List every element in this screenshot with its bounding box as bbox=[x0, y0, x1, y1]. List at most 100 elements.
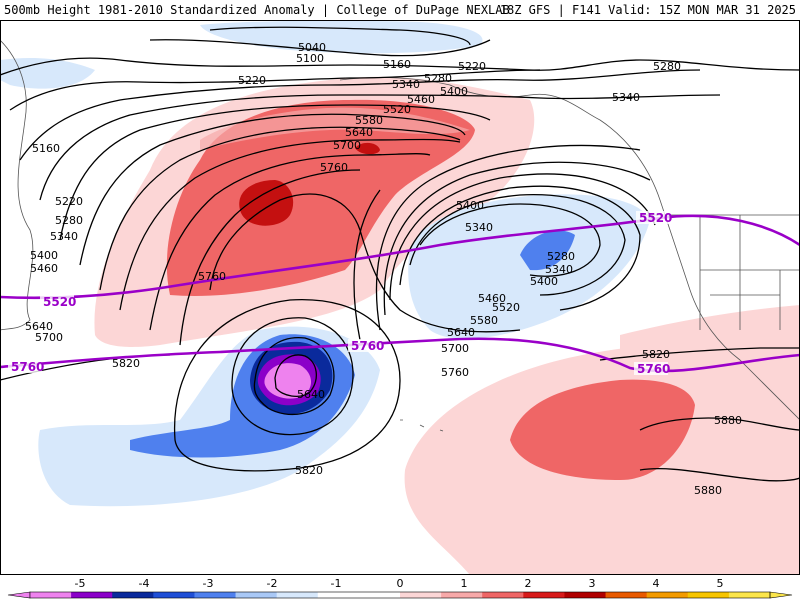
positive-anomaly-2sd bbox=[166, 99, 476, 296]
label-5820-b: 5820 bbox=[295, 464, 323, 477]
legend-swatch bbox=[728, 592, 771, 598]
legend-tick-label: -4 bbox=[139, 577, 150, 590]
label-5400-d: 5400 bbox=[530, 275, 558, 288]
legend-swatch bbox=[482, 592, 524, 598]
positive-anomaly-pacific-nw bbox=[620, 305, 800, 355]
height-contour-5880-east-lower bbox=[639, 468, 800, 482]
height-contour-5640 bbox=[149, 153, 431, 331]
label-5220-c: 5220 bbox=[55, 195, 83, 208]
contour-labels: 5040 5100 5160 5160 5220 5220 5220 5280 … bbox=[25, 41, 742, 497]
label-5880-b: 5880 bbox=[694, 484, 722, 497]
height-contour-east-5400 bbox=[409, 194, 626, 296]
legend-swatch bbox=[564, 592, 607, 598]
asia-coastline bbox=[0, 39, 34, 331]
negative-anomaly-northwest bbox=[0, 58, 95, 89]
us-state-borders bbox=[699, 215, 800, 330]
legend-swatch bbox=[400, 592, 442, 598]
label-5160-a: 5160 bbox=[383, 58, 411, 71]
north-america-coastline bbox=[659, 199, 800, 421]
label-5340-c: 5340 bbox=[50, 230, 78, 243]
height-contour-east-5700 bbox=[353, 189, 381, 341]
thickness-labels: 5520 5520 5760 5760 5760 bbox=[8, 211, 672, 376]
legend-tick-label: 5 bbox=[717, 577, 724, 590]
legend-swatch bbox=[71, 592, 113, 598]
height-contour-center-5760 bbox=[209, 193, 521, 333]
label-5880-a: 5880 bbox=[714, 414, 742, 427]
map-panel: 5040 5100 5160 5160 5220 5220 5220 5280 … bbox=[0, 20, 800, 575]
legend-swatch bbox=[687, 592, 730, 598]
label-5520-a: 5520 bbox=[383, 103, 411, 116]
label-5400-b: 5400 bbox=[30, 249, 58, 262]
height-contour-5340 bbox=[39, 94, 721, 201]
label-5220-b: 5220 bbox=[458, 60, 486, 73]
legend-tick-label: 2 bbox=[525, 577, 532, 590]
height-contour-low-5820 bbox=[173, 299, 401, 472]
height-contour-5520 bbox=[99, 126, 461, 291]
legend-swatch bbox=[276, 592, 319, 598]
label-5520-b: 5520 bbox=[492, 301, 520, 314]
label-5220-a: 5220 bbox=[238, 74, 266, 87]
label-5700-a: 5700 bbox=[333, 139, 361, 152]
height-contour-5400 bbox=[59, 104, 491, 241]
legend-swatch bbox=[441, 592, 483, 598]
height-contour-5100 bbox=[149, 39, 491, 57]
label-5640-d: 5640 bbox=[297, 388, 325, 401]
legend-swatch bbox=[523, 592, 565, 598]
height-contour-5580 bbox=[119, 138, 461, 311]
label-5160-b: 5160 bbox=[32, 142, 60, 155]
height-contour-east-5340 bbox=[419, 203, 601, 277]
legend-tick-label: 3 bbox=[589, 577, 596, 590]
label-5280-a: 5280 bbox=[424, 72, 452, 85]
height-contour-5040 bbox=[209, 26, 471, 46]
height-contour-5700 bbox=[179, 169, 361, 346]
legend-tick-label: 4 bbox=[653, 577, 660, 590]
negative-anomaly-center-2sd bbox=[520, 230, 575, 271]
legend-bar bbox=[7, 591, 793, 599]
label-5640-b: 5640 bbox=[25, 320, 53, 333]
label-5400-c: 5400 bbox=[456, 199, 484, 212]
legend-tick-label: 1 bbox=[461, 577, 468, 590]
map-header: 500mb Height 1981-2010 Standardized Anom… bbox=[0, 0, 800, 20]
negative-anomaly-north bbox=[200, 20, 483, 54]
legend-tick-label: -5 bbox=[75, 577, 86, 590]
height-contour-5160 bbox=[0, 57, 800, 76]
label-5760-a: 5760 bbox=[320, 161, 348, 174]
height-contours bbox=[0, 26, 800, 482]
thickness-line-5760 bbox=[0, 337, 800, 373]
thickness-label-5760-c: 5760 bbox=[637, 362, 670, 376]
legend-swatch bbox=[358, 592, 401, 598]
label-5460-b: 5460 bbox=[30, 262, 58, 275]
height-contour-5220 bbox=[9, 69, 541, 111]
legend-swatch bbox=[153, 592, 195, 598]
height-contour-5280 bbox=[19, 69, 701, 161]
label-5400-a: 5400 bbox=[440, 85, 468, 98]
positive-anomaly-3sd bbox=[239, 180, 294, 226]
geography bbox=[0, 39, 800, 432]
model-run-info: 18Z GFS | F141 Valid: 15Z MON MAR 31 202… bbox=[499, 3, 796, 17]
islands-hawaii bbox=[400, 419, 444, 432]
legend-tick-label: -2 bbox=[267, 577, 278, 590]
label-5340-e: 5340 bbox=[545, 263, 573, 276]
legend-swatch bbox=[235, 592, 278, 598]
height-contour-east-5640 bbox=[375, 144, 641, 331]
alaska-coastline bbox=[339, 77, 661, 201]
legend-tick-label: 0 bbox=[397, 577, 404, 590]
positive-anomaly-east-2sd bbox=[510, 379, 695, 480]
legend-tick-label: -3 bbox=[203, 577, 214, 590]
thickness-line-5520 bbox=[0, 214, 800, 300]
label-5700-b: 5700 bbox=[35, 331, 63, 344]
label-5040: 5040 bbox=[298, 41, 326, 54]
label-5760-c: 5760 bbox=[441, 366, 469, 379]
label-5580-a: 5580 bbox=[355, 114, 383, 127]
label-5280-c: 5280 bbox=[55, 214, 83, 227]
positive-anomaly-3sd-small bbox=[355, 142, 380, 155]
label-5340-a: 5340 bbox=[392, 78, 420, 91]
legend-outline bbox=[29, 591, 771, 599]
height-contour-east-5460 bbox=[399, 185, 641, 311]
legend-arrow-right bbox=[769, 591, 793, 599]
legend-swatch bbox=[30, 592, 72, 598]
thickness-label-5520-b: 5520 bbox=[639, 211, 672, 225]
legend-tick-label: -1 bbox=[331, 577, 342, 590]
height-contour-low-5760 bbox=[231, 317, 354, 436]
label-5340-b: 5340 bbox=[612, 91, 640, 104]
